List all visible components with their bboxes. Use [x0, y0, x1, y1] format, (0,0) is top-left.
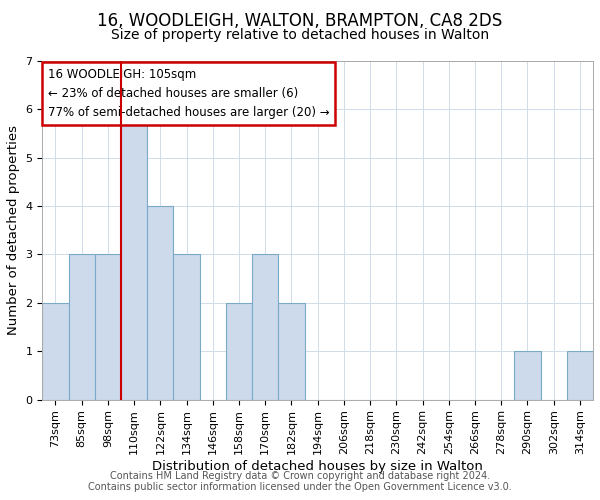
X-axis label: Distribution of detached houses by size in Walton: Distribution of detached houses by size … — [152, 460, 483, 473]
Text: Contains HM Land Registry data © Crown copyright and database right 2024.
Contai: Contains HM Land Registry data © Crown c… — [88, 471, 512, 492]
Bar — [173, 254, 200, 400]
Bar — [514, 352, 541, 400]
Bar — [95, 254, 121, 400]
Y-axis label: Number of detached properties: Number of detached properties — [7, 126, 20, 336]
Bar — [147, 206, 173, 400]
Bar — [121, 110, 147, 400]
Bar — [68, 254, 95, 400]
Text: Size of property relative to detached houses in Walton: Size of property relative to detached ho… — [111, 28, 489, 42]
Bar — [43, 303, 68, 400]
Text: 16 WOODLEIGH: 105sqm
← 23% of detached houses are smaller (6)
77% of semi-detach: 16 WOODLEIGH: 105sqm ← 23% of detached h… — [48, 68, 329, 118]
Bar — [252, 254, 278, 400]
Bar — [226, 303, 252, 400]
Bar — [567, 352, 593, 400]
Text: 16, WOODLEIGH, WALTON, BRAMPTON, CA8 2DS: 16, WOODLEIGH, WALTON, BRAMPTON, CA8 2DS — [97, 12, 503, 30]
Bar — [278, 303, 305, 400]
